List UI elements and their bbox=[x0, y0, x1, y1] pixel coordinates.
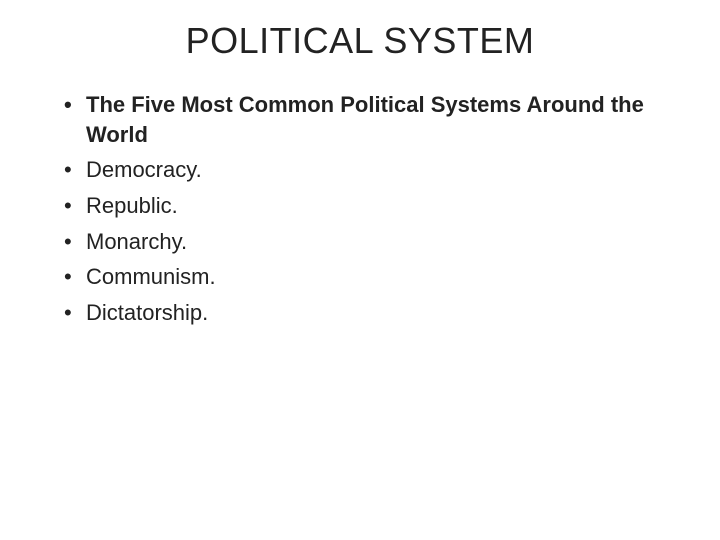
bullet-list: The Five Most Common Political Systems A… bbox=[40, 90, 680, 328]
list-item: The Five Most Common Political Systems A… bbox=[68, 90, 680, 149]
list-item: Dictatorship. bbox=[68, 298, 680, 328]
list-item: Communism. bbox=[68, 262, 680, 292]
slide-title: POLITICAL SYSTEM bbox=[40, 20, 680, 62]
list-item: Republic. bbox=[68, 191, 680, 221]
list-item: Monarchy. bbox=[68, 227, 680, 257]
list-item: Democracy. bbox=[68, 155, 680, 185]
